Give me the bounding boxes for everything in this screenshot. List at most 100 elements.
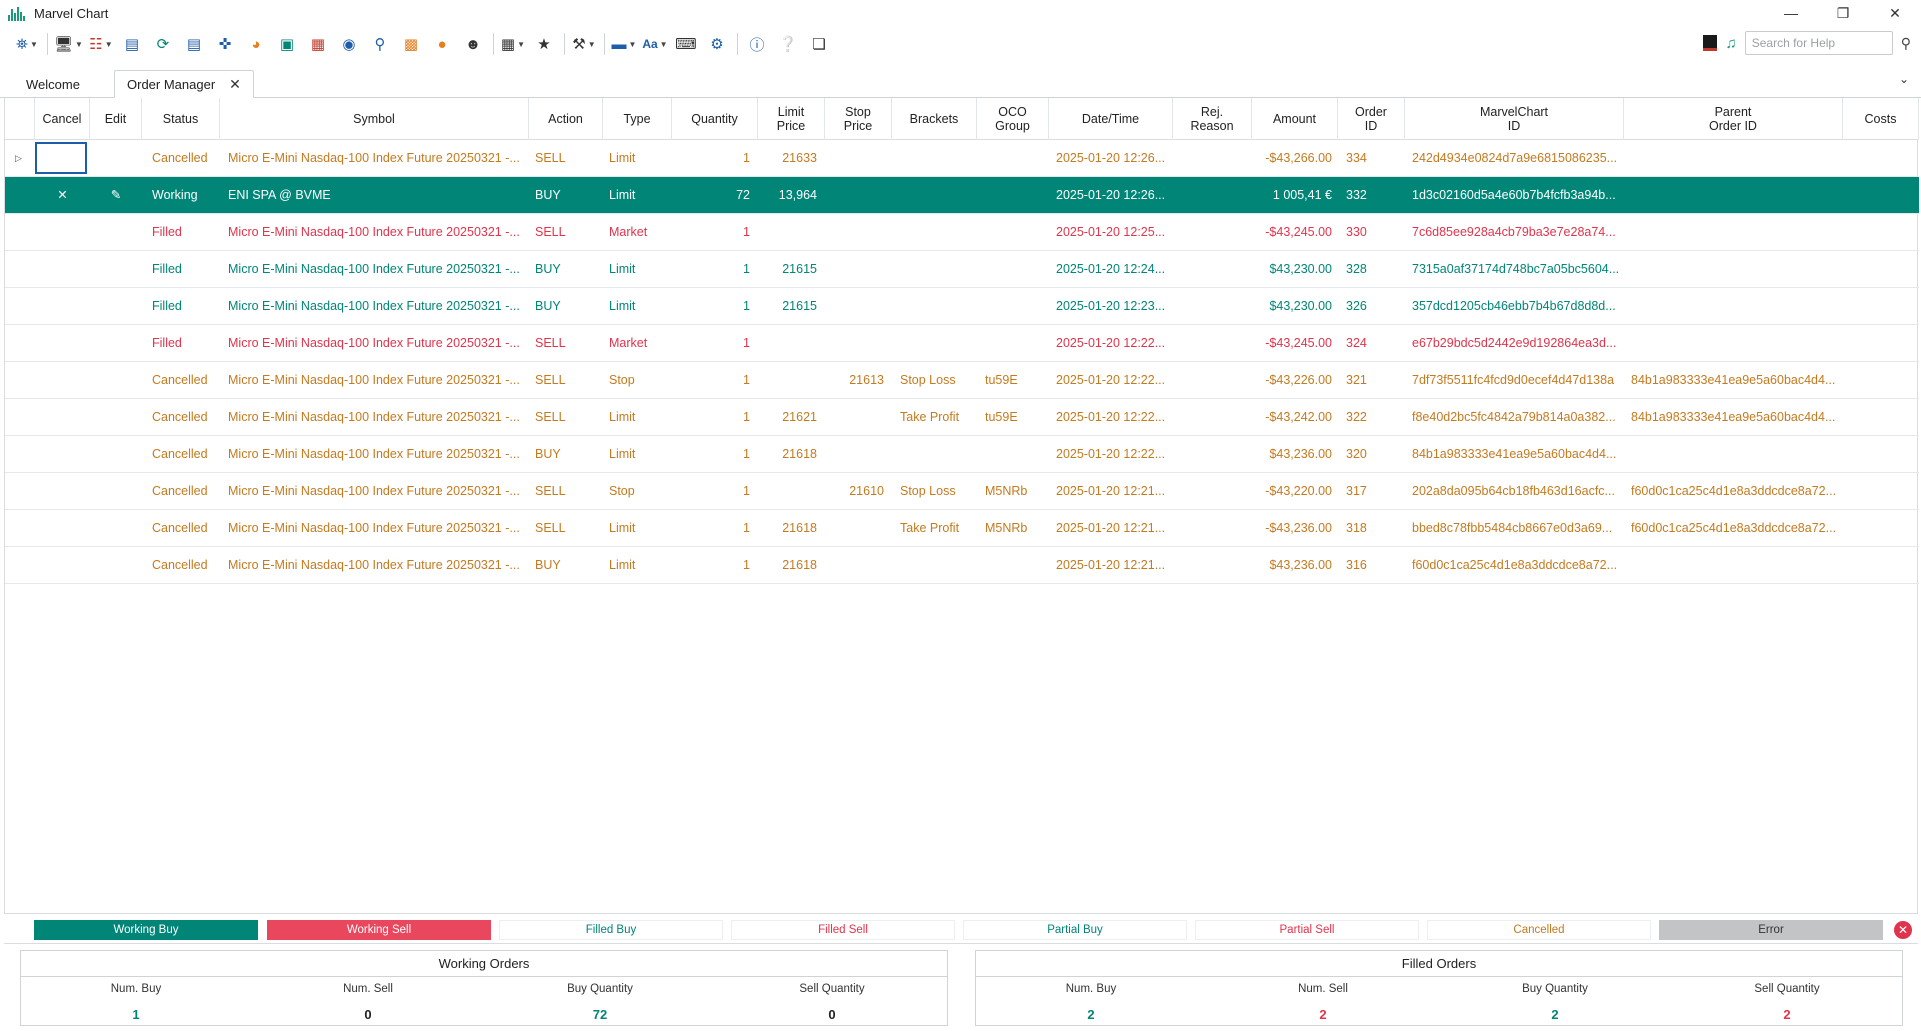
connections-menu-button[interactable]: ⛯ ▼: [16, 35, 38, 53]
tool-button-6[interactable]: ▣: [274, 31, 300, 57]
column-header-type[interactable]: Type: [603, 98, 672, 140]
column-header-datetime[interactable]: Date/Time: [1049, 98, 1173, 140]
focused-cell[interactable]: [35, 142, 87, 174]
cell-status: Filled: [152, 262, 182, 276]
order-row[interactable]: Filled Micro E-Mini Nasdaq-100 Index Futu…: [5, 251, 1919, 288]
tool-button-4[interactable]: ✜: [212, 31, 238, 57]
cell-order-id: 330: [1346, 225, 1367, 239]
cancel-order-icon[interactable]: ✕: [57, 188, 68, 202]
cell-type: Limit: [609, 558, 636, 572]
filled-stat-sell-quantity: Sell Quantity 2: [1672, 983, 1902, 1022]
chevron-down-icon[interactable]: ⌄: [1898, 72, 1909, 86]
stat-label: Num. Buy: [1065, 983, 1117, 995]
help-button[interactable]: ❔: [775, 31, 801, 57]
order-row[interactable]: Cancelled Micro E-Mini Nasdaq-100 Index F…: [5, 399, 1919, 436]
tool-button-1[interactable]: ▤: [119, 31, 145, 57]
info-button[interactable]: ⓘ: [744, 31, 770, 57]
column-header-costs[interactable]: Costs: [1843, 98, 1919, 140]
column-header-symbol[interactable]: Symbol: [220, 98, 529, 140]
tool-button-12[interactable]: ☻: [460, 31, 486, 57]
column-header-brackets[interactable]: Brackets: [892, 98, 977, 140]
layout-menu-button[interactable]: ▦ ▼: [500, 36, 526, 53]
order-row[interactable]: Cancelled Micro E-Mini Nasdaq-100 Index F…: [5, 547, 1919, 584]
cell-costs: [1843, 177, 1919, 213]
close-tab-icon[interactable]: ✕: [229, 75, 241, 92]
dollar-icon: ▣: [279, 36, 295, 53]
connection-status-icon[interactable]: ♫: [1725, 34, 1737, 52]
tool-button-9[interactable]: ⚲: [367, 31, 393, 57]
column-header-order-id[interactable]: Order ID: [1338, 98, 1405, 140]
expand-row-icon[interactable]: ▷: [15, 153, 22, 163]
help-search-input[interactable]: [1744, 31, 1893, 55]
column-header-parent-order-id[interactable]: Parent Order ID: [1624, 98, 1843, 140]
cell-quantity: 1: [743, 262, 750, 276]
tool-button-11[interactable]: ●: [429, 31, 455, 57]
column-header-status[interactable]: Status: [142, 98, 220, 140]
debug-button[interactable]: ★: [531, 31, 557, 57]
order-row[interactable]: Filled Micro E-Mini Nasdaq-100 Index Futu…: [5, 214, 1919, 251]
tool-button-7[interactable]: ▦: [305, 31, 331, 57]
cell-quantity: 1: [743, 447, 750, 461]
order-row[interactable]: ▷ Cancelled Micro E-Mini Nasdaq-100 Index …: [5, 140, 1919, 177]
column-header-marvelchart-id[interactable]: MarvelChart ID: [1405, 98, 1624, 140]
column-header-action[interactable]: Action: [529, 98, 603, 140]
font-menu-button[interactable]: Aa ▼: [642, 37, 668, 51]
order-row[interactable]: Filled Micro E-Mini Nasdaq-100 Index Futu…: [5, 288, 1919, 325]
order-row[interactable]: Cancelled Micro E-Mini Nasdaq-100 Index F…: [5, 510, 1919, 547]
workspace-menu-button[interactable]: 🖥 ▼: [54, 36, 83, 53]
column-header-oco-group[interactable]: OCO Group: [977, 98, 1049, 140]
cell-marvelchart-id: 357dcd1205cb46ebb7b4b67d8d8d...: [1412, 299, 1616, 313]
order-row[interactable]: Cancelled Micro E-Mini Nasdaq-100 Index F…: [5, 473, 1919, 510]
column-header-rej-reason[interactable]: Rej. Reason: [1173, 98, 1252, 140]
stat-value: 2: [1783, 1007, 1791, 1022]
cell-brackets: Stop Loss: [900, 484, 956, 498]
tab-welcome[interactable]: Welcome: [14, 70, 92, 98]
column-header-edit[interactable]: Edit: [90, 98, 142, 140]
cell-type: Market: [609, 225, 648, 239]
order-row[interactable]: Filled Micro E-Mini Nasdaq-100 Index Futu…: [5, 325, 1919, 362]
column-header-quantity[interactable]: Quantity: [672, 98, 758, 140]
search-icon[interactable]: ⚲: [1900, 34, 1911, 51]
tool-button-10[interactable]: ▩: [398, 31, 424, 57]
column-header-amount[interactable]: Amount: [1252, 98, 1338, 140]
header-expander: [5, 98, 35, 140]
gear-icon: ⚙: [710, 36, 724, 53]
order-row[interactable]: Cancelled Micro E-Mini Nasdaq-100 Index F…: [5, 436, 1919, 473]
cell-brackets: [892, 251, 977, 287]
keyboard-button[interactable]: ⌨: [673, 31, 699, 57]
cell-limit-price: 21615: [782, 299, 817, 313]
chart-type-menu-button[interactable]: ☷ ▼: [89, 36, 113, 53]
windows-button[interactable]: ❏: [806, 31, 832, 57]
cell-status: Cancelled: [152, 484, 208, 498]
column-header-limit-price[interactable]: Limit Price: [758, 98, 825, 140]
cell-order-id: 318: [1346, 521, 1367, 535]
tool-button-2[interactable]: ⟳: [150, 31, 176, 57]
order-row[interactable]: ✕ ✎ Working ENI SPA @ BVME BUY Limit 72 13,964 2…: [5, 177, 1919, 214]
cell-marvelchart-id: e67b29bdc5d2442e9d192864ea3d...: [1412, 336, 1617, 350]
cell-status: Filled: [152, 299, 182, 313]
restore-button[interactable]: ❐: [1836, 4, 1850, 21]
close-window-button[interactable]: ✕: [1889, 4, 1901, 21]
close-legend-icon[interactable]: ✕: [1894, 921, 1912, 939]
cell-costs: [1843, 436, 1919, 472]
tool-button-5[interactable]: ◕: [243, 31, 269, 57]
theme-menu-button[interactable]: ▬ ▼: [611, 35, 637, 53]
column-header-cancel[interactable]: Cancel: [35, 98, 90, 140]
tool-button-3[interactable]: ▤: [181, 31, 207, 57]
column-header-stop-price[interactable]: Stop Price: [825, 98, 892, 140]
cell-parent-order-id: [1624, 177, 1843, 213]
tools-menu-button[interactable]: ⚒ ▼: [572, 36, 596, 53]
broker-icon[interactable]: [1703, 35, 1718, 51]
cell-datetime: 2025-01-20 12:22...: [1056, 373, 1166, 387]
tool-button-8[interactable]: ◉: [336, 31, 362, 57]
cell-amount: -$43,226.00: [1265, 373, 1332, 387]
cell-oco-group: [977, 325, 1049, 361]
tab-order-manager[interactable]: Order Manager ✕: [114, 70, 254, 98]
edit-order-icon[interactable]: ✎: [110, 188, 122, 202]
order-row[interactable]: Cancelled Micro E-Mini Nasdaq-100 Index F…: [5, 362, 1919, 399]
cell-limit-price: [758, 362, 825, 398]
settings-button[interactable]: ⚙: [704, 31, 730, 57]
minimize-button[interactable]: —: [1784, 5, 1798, 21]
cell-order-id: 317: [1346, 484, 1367, 498]
cell-costs: [1843, 251, 1919, 287]
